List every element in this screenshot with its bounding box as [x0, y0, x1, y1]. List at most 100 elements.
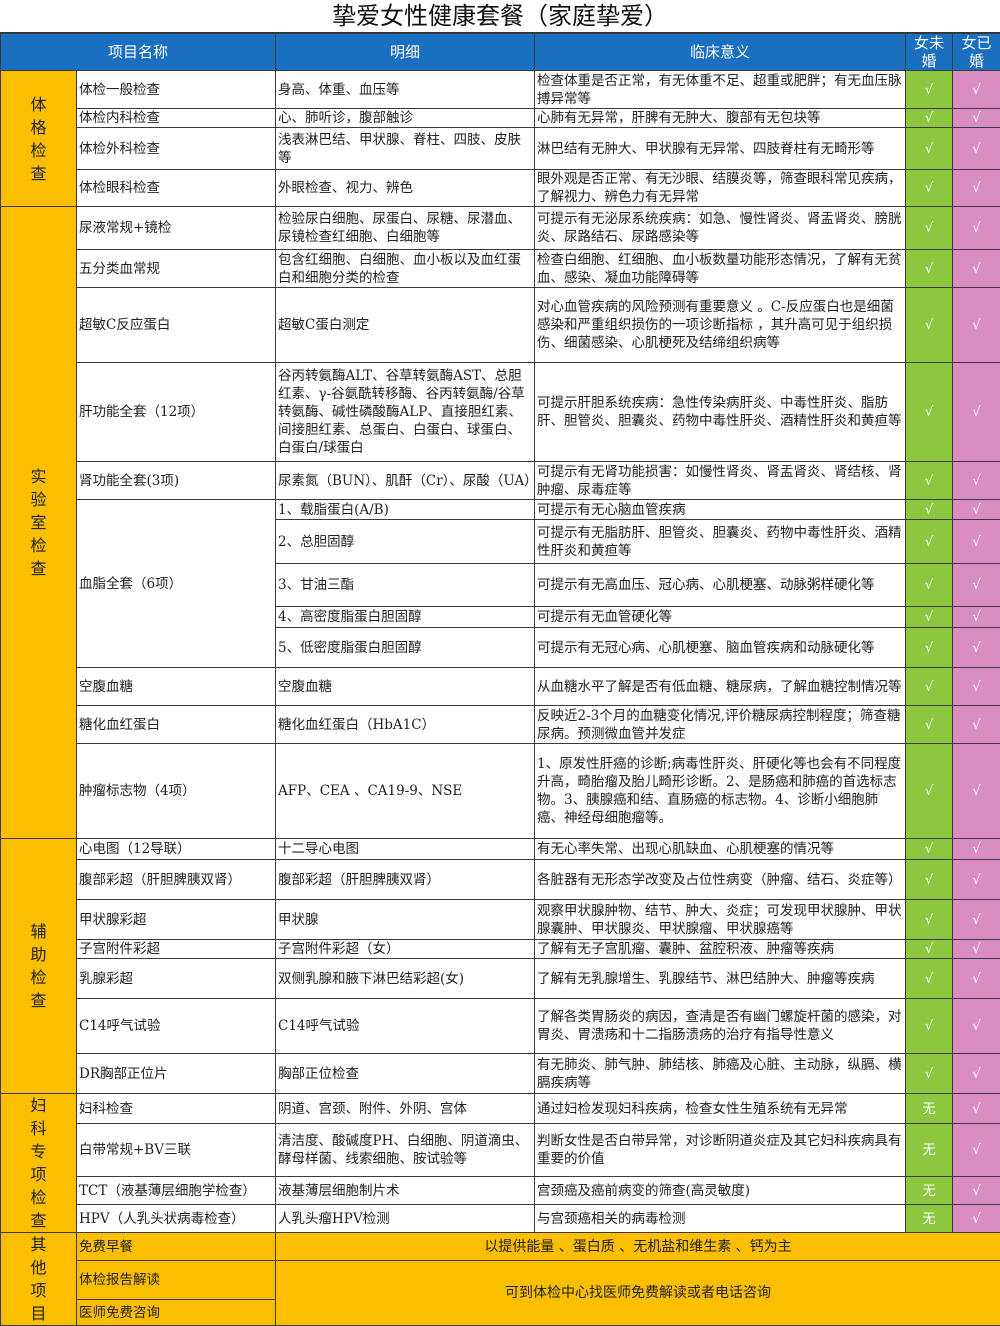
item-name: 心电图（12导联）: [77, 839, 276, 860]
item-detail: 双侧乳腺和腋下淋巴结彩超(女): [276, 959, 535, 999]
item-meaning: 可提示肝胆系统疾病：急性传染病肝炎、中毒性肝炎、脂肪肝、胆管炎、胆囊炎、药物中毒…: [535, 363, 906, 462]
item-detail: 尿素氮（BUN）、肌酐（Cr）、尿酸（UA）: [276, 462, 535, 500]
married-mark: √: [953, 706, 1000, 744]
item-detail: 外眼检查、视力、辨色: [276, 170, 535, 207]
item-meaning: 检查体重是否正常，有无体重不足、超重或肥胖；有无血压脉搏异常等: [535, 71, 906, 109]
item-meaning: 可提示有无脂肪肝、胆管炎、胆囊炎、药物中毒性肝炎、酒精性肝炎和黄疸等: [535, 520, 906, 564]
item-name: HPV（人乳头状病毒检查）: [77, 1205, 276, 1233]
unmarried-mark: √: [906, 940, 953, 959]
married-mark: √: [953, 500, 1000, 520]
married-mark: √: [953, 288, 1000, 363]
unmarried-mark: √: [906, 109, 953, 128]
unmarried-mark: √: [906, 628, 953, 668]
page-title: 挚爱女性健康套餐（家庭挚爱）: [0, 0, 1000, 33]
item-detail: 2、总胆固醇: [276, 520, 535, 564]
unmarried-mark: √: [906, 363, 953, 462]
item-detail: 浅表淋巴结、甲状腺、脊柱、四肢、皮肤等: [276, 128, 535, 170]
item-meaning: 反映近2-3个月的血糖变化情况,评价糖尿病控制程度；筛查糖尿病。预测微血管并发症: [535, 706, 906, 744]
item-name: DR胸部正位片: [77, 1054, 276, 1094]
item-meaning: 可提示有无泌尿系统疾病：如急、慢性肾炎、肾盂肾炎、膀胱炎、尿路结石、尿路感染等: [535, 207, 906, 250]
item-name: TCT（液基薄层细胞学检查）: [77, 1177, 276, 1205]
header-detail: 明细: [276, 34, 535, 71]
table-row: DR胸部正位片胸部正位检查有无肺炎、肺气肿、肺结核、肺癌及心脏、主动脉，纵膈、横…: [1, 1054, 1000, 1094]
item-meaning: 心肺有无异常，肝脾有无肿大、腹部有无包块等: [535, 109, 906, 128]
item-detail: AFP、CEA 、CA19-9、NSE: [276, 744, 535, 839]
married-mark: √: [953, 860, 1000, 900]
married-mark: √: [953, 250, 1000, 288]
table-row: 体检眼科检查外眼检查、视力、辨色眼外观是否正常、有无沙眼、结膜炎等，筛查眼科常见…: [1, 170, 1000, 207]
unmarried-mark: √: [906, 207, 953, 250]
unmarried-mark: 无: [906, 1124, 953, 1177]
unmarried-mark: √: [906, 462, 953, 500]
unmarried-mark: √: [906, 564, 953, 607]
married-mark: √: [953, 1054, 1000, 1094]
item-detail: 十二导心电图: [276, 839, 535, 860]
item-name: 超敏C反应蛋白: [77, 288, 276, 363]
unmarried-mark: √: [906, 706, 953, 744]
item-name: 五分类血常规: [77, 250, 276, 288]
table-row: 乳腺彩超双侧乳腺和腋下淋巴结彩超(女)了解有无乳腺增生、乳腺结节、淋巴结肿大、肿…: [1, 959, 1000, 999]
married-mark: √: [953, 1177, 1000, 1205]
table-row: 体检内科检查心、肺听诊，腹部触诊心肺有无异常，肝脾有无肿大、腹部有无包块等√√: [1, 109, 1000, 128]
item-detail: 子宫附件彩超（女）: [276, 940, 535, 959]
unmarried-mark: √: [906, 839, 953, 860]
item-detail: 4、高密度脂蛋白胆固醇: [276, 607, 535, 628]
table-row: 辅助检查心电图（12导联）十二导心电图有无心率失常、出现心肌缺血、心肌梗塞的情况…: [1, 839, 1000, 860]
item-detail: 阴道、宫颈、附件、外阴、宫体: [276, 1094, 535, 1124]
item-meaning: 淋巴结有无肿大、甲状腺有无异常、四肢脊柱有无畸形等: [535, 128, 906, 170]
unmarried-mark: √: [906, 128, 953, 170]
item-name: 肿瘤标志物（4项）: [77, 744, 276, 839]
other-item-name: 体检报告解读: [77, 1261, 276, 1300]
married-mark: √: [953, 109, 1000, 128]
item-name: 尿液常规+镜检: [77, 207, 276, 250]
item-meaning: 有无肺炎、肺气肿、肺结核、肺癌及心脏、主动脉，纵膈、横膈疾病等: [535, 1054, 906, 1094]
married-mark: √: [953, 744, 1000, 839]
unmarried-mark: 无: [906, 1177, 953, 1205]
item-name: 血脂全套（6项）: [77, 500, 276, 668]
married-mark: √: [953, 363, 1000, 462]
header-married: 女已婚: [953, 34, 1000, 71]
unmarried-mark: √: [906, 500, 953, 520]
item-detail: 糖化血红蛋白（HbA1C）: [276, 706, 535, 744]
married-mark: √: [953, 607, 1000, 628]
table-row: 子宫附件彩超子宫附件彩超（女）了解有无子宫肌瘤、囊肿、盆腔积液、肿瘤等疾病√√: [1, 940, 1000, 959]
item-detail: 空腹血糖: [276, 668, 535, 706]
table-row: 空腹血糖空腹血糖从血糖水平了解是否有低血糖、糖尿病，了解血糖控制情况等√√: [1, 668, 1000, 706]
item-name: 空腹血糖: [77, 668, 276, 706]
married-mark: √: [953, 839, 1000, 860]
header-item-name: 项目名称: [1, 34, 276, 71]
item-name: 乳腺彩超: [77, 959, 276, 999]
unmarried-mark: √: [906, 1054, 953, 1094]
item-name: 体检内科检查: [77, 109, 276, 128]
item-name: 妇科检查: [77, 1094, 276, 1124]
table-row: 肝功能全套（12项）谷丙转氨酶ALT、谷草转氨酶AST、总胆红素、γ-谷氨酰转移…: [1, 363, 1000, 462]
item-meaning: 各脏器有无形态学改变及占位性病变（肿瘤、结石、炎症等）: [535, 860, 906, 900]
header-meaning: 临床意义: [535, 34, 906, 71]
item-name: 糖化血红蛋白: [77, 706, 276, 744]
item-meaning: 对心血管疾病的风险预测有重要意义 。C-反应蛋白也是细菌感染和严重组织损伤的一项…: [535, 288, 906, 363]
item-name: 体检一般检查: [77, 71, 276, 109]
married-mark: √: [953, 1094, 1000, 1124]
unmarried-mark: √: [906, 607, 953, 628]
item-detail: 心、肺听诊，腹部触诊: [276, 109, 535, 128]
table-row: 超敏C反应蛋白超敏C蛋白测定对心血管疾病的风险预测有重要意义 。C-反应蛋白也是…: [1, 288, 1000, 363]
table-row: 甲状腺彩超甲状腺观察甲状腺肿物、结节、肿大、炎症；可发现甲状腺肿、甲状腺囊肿、甲…: [1, 900, 1000, 940]
header-row: 项目名称 明细 临床意义 女未婚 女已婚: [1, 34, 1000, 71]
item-name: 子宫附件彩超: [77, 940, 276, 959]
item-detail: 身高、体重、血压等: [276, 71, 535, 109]
item-name: 腹部彩超（肝胆脾胰双肾）: [77, 860, 276, 900]
item-meaning: 与宫颈癌相关的病毒检测: [535, 1205, 906, 1233]
item-meaning: 可提示有无肾功能损害：如慢性肾炎、肾盂肾炎、肾结核、肾肿瘤、尿毒症等: [535, 462, 906, 500]
item-detail: 1、载脂蛋白(A/B): [276, 500, 535, 520]
item-meaning: 观察甲状腺肿物、结节、肿大、炎症；可发现甲状腺肿、甲状腺囊肿、甲状腺炎、甲状腺瘤…: [535, 900, 906, 940]
table-row: HPV（人乳头状病毒检查）人乳头瘤HPV检测与宫颈癌相关的病毒检测无√: [1, 1205, 1000, 1233]
married-mark: √: [953, 999, 1000, 1054]
item-meaning: 眼外观是否正常、有无沙眼、结膜炎等，筛查眼科常见疾病，了解视力、辨色力有无异常: [535, 170, 906, 207]
table-row: 血脂全套（6项）1、载脂蛋白(A/B)可提示有无心脑血管疾病√√: [1, 500, 1000, 520]
item-name: 肾功能全套(3项): [77, 462, 276, 500]
item-detail: 人乳头瘤HPV检测: [276, 1205, 535, 1233]
item-name: 体检眼科检查: [77, 170, 276, 207]
item-meaning: 了解有无乳腺增生、乳腺结节、淋巴结肿大、肿瘤等疾病: [535, 959, 906, 999]
item-meaning: 宫颈癌及癌前病变的筛查(高灵敏度): [535, 1177, 906, 1205]
